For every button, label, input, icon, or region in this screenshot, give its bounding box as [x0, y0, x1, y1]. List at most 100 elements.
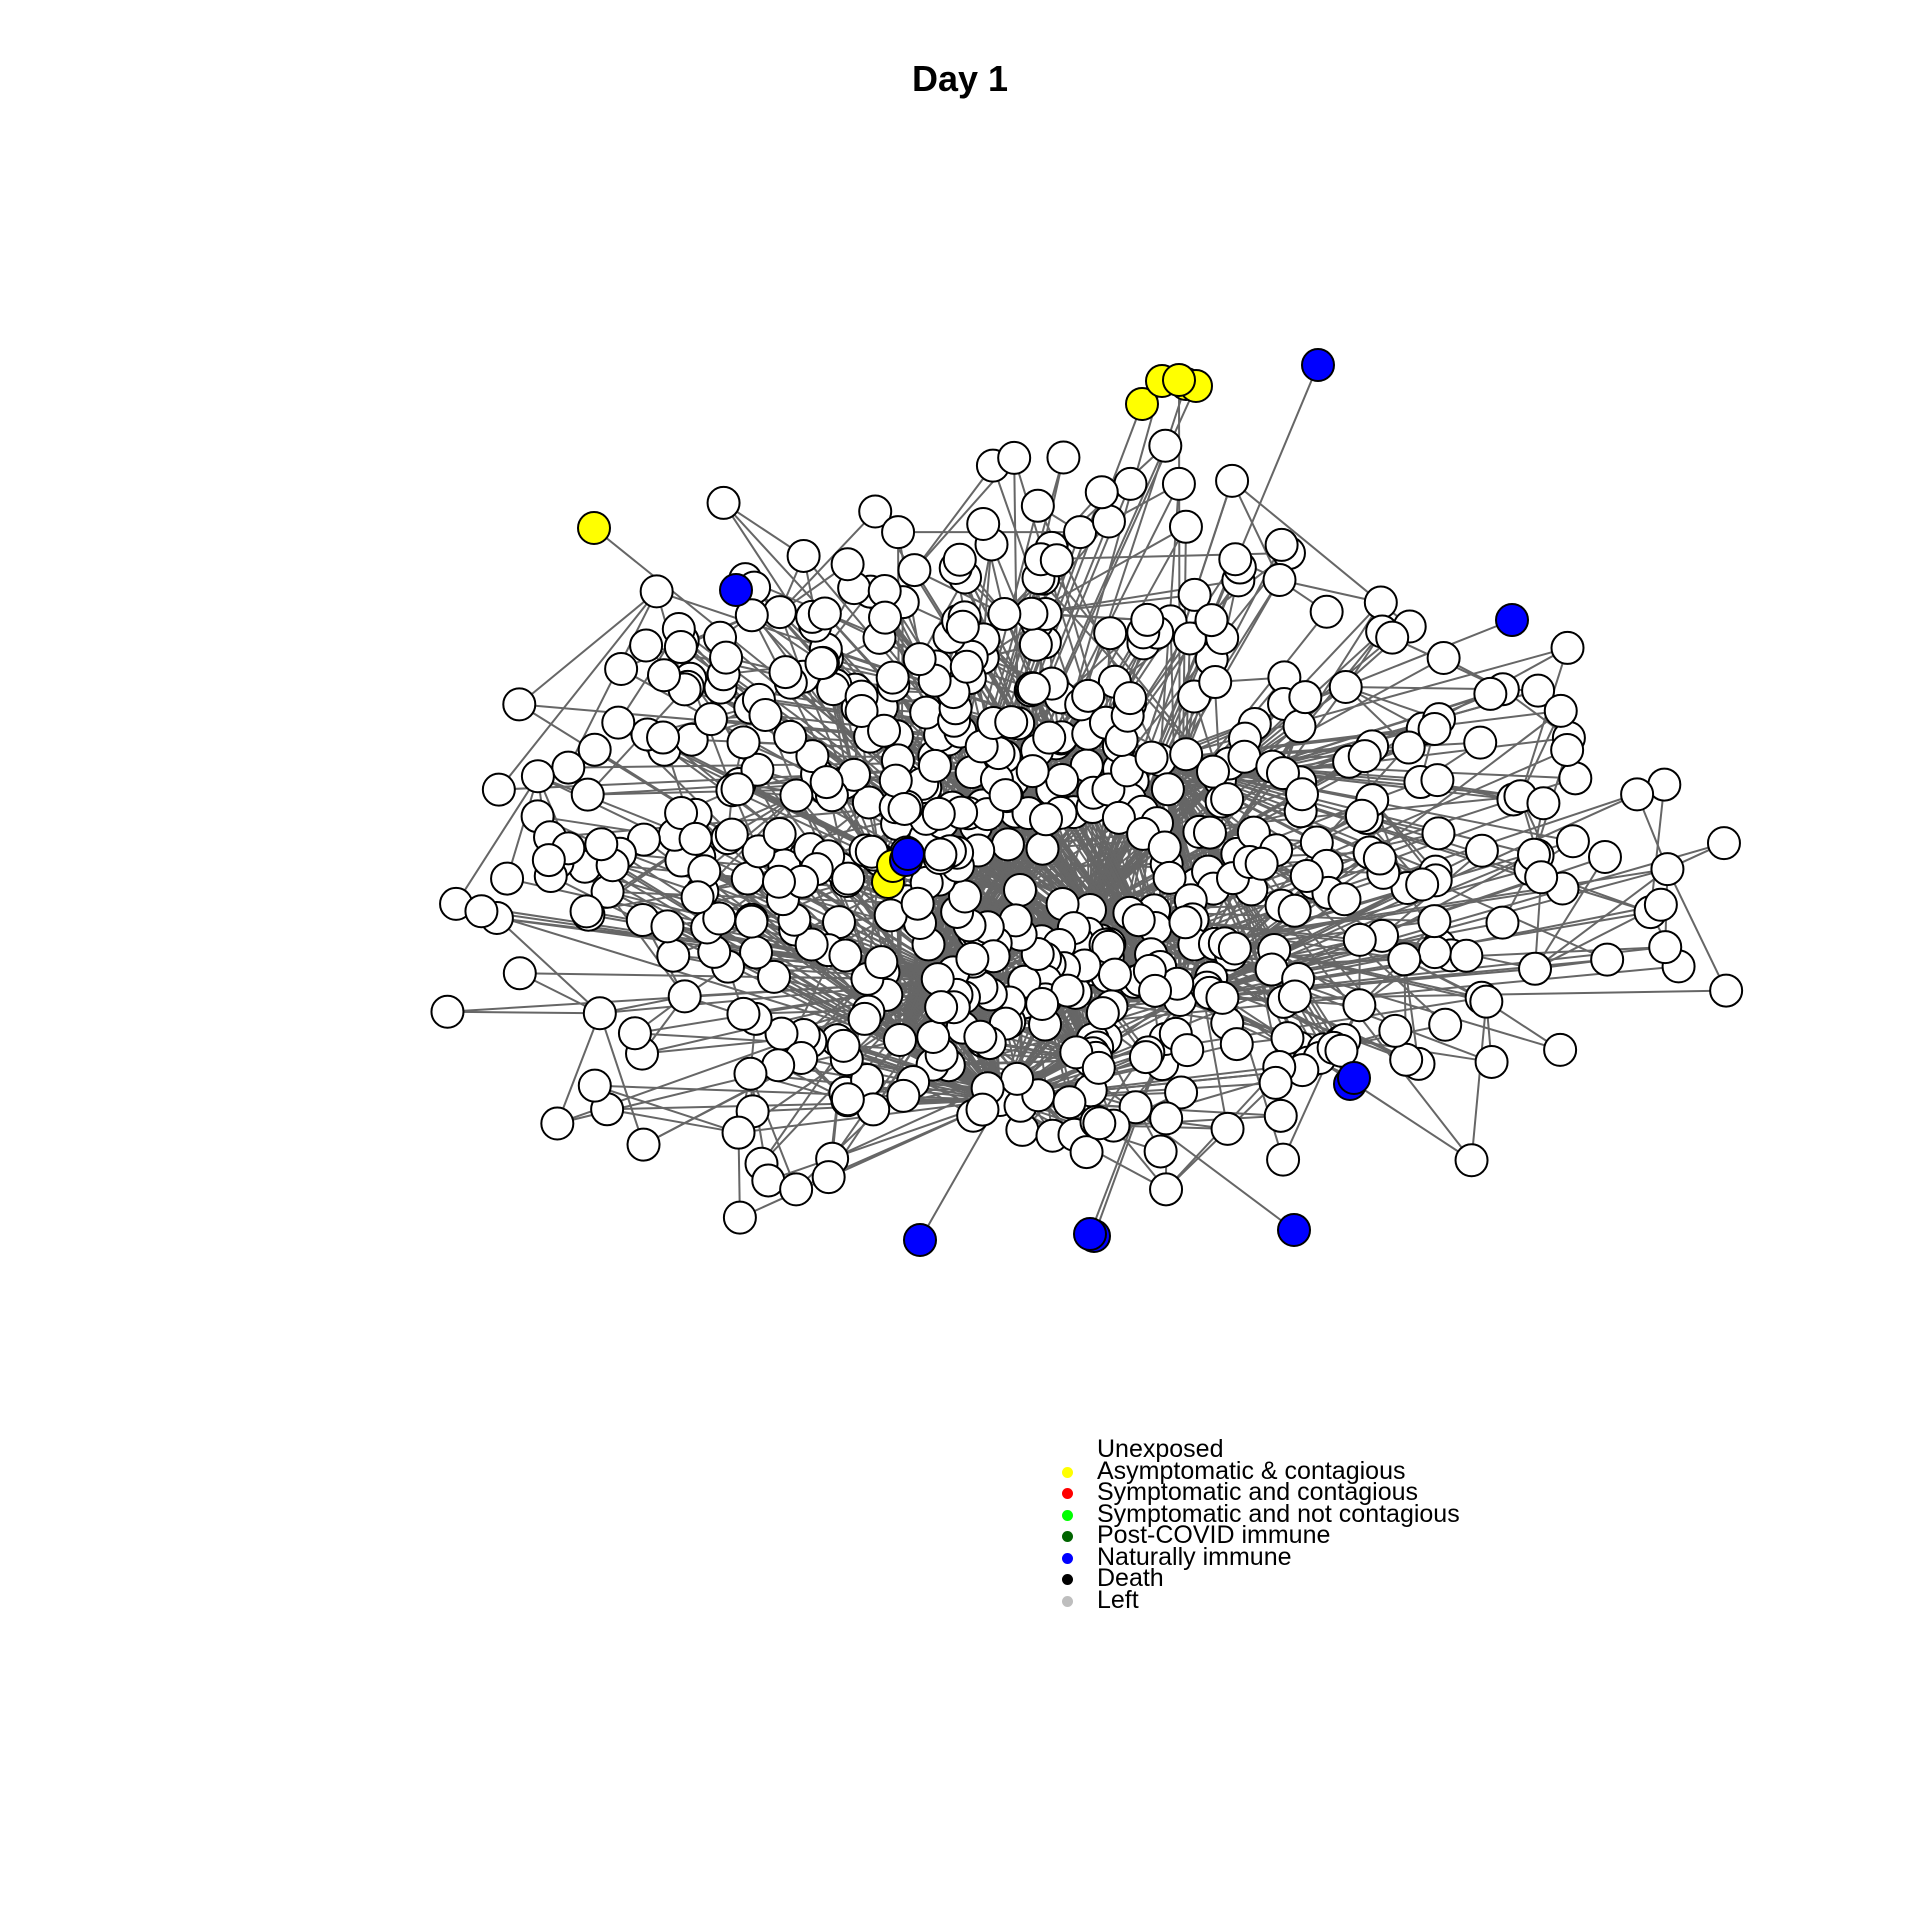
network-node [626, 1127, 661, 1162]
network-node [1015, 754, 1050, 789]
network-node [1464, 833, 1499, 868]
network-node [1277, 893, 1312, 928]
network-node [1309, 594, 1344, 629]
network-node [1387, 942, 1422, 977]
network-edge [1219, 779, 1281, 1068]
network-node [881, 515, 916, 550]
network-edge [1666, 868, 1728, 992]
network-node [1266, 1142, 1301, 1177]
network-node [569, 894, 604, 929]
network-node [963, 1019, 998, 1054]
network-node [1543, 1032, 1578, 1067]
network-node [1342, 988, 1377, 1023]
network-node [1375, 620, 1410, 655]
network-node [945, 609, 980, 644]
network-node [1277, 979, 1312, 1014]
network-node [868, 600, 903, 635]
network-node [990, 827, 1025, 862]
network-node [1000, 1061, 1035, 1096]
network-node [1084, 475, 1119, 510]
legend-dot-icon [1062, 1552, 1073, 1564]
network-node [577, 511, 611, 545]
network-node [1192, 815, 1227, 850]
network-node [1032, 720, 1067, 755]
network-edge [778, 1064, 1001, 1101]
network-node [1121, 903, 1156, 938]
network-node [1558, 761, 1593, 796]
network-edge [779, 510, 876, 613]
network-node [1025, 986, 1060, 1021]
network-node [1082, 1106, 1117, 1141]
legend-label: Symptomatic and contagious [1097, 1478, 1419, 1506]
network-edge [556, 1012, 601, 1124]
network-edge [913, 465, 994, 571]
network-node [1485, 905, 1520, 940]
network-node [1052, 1085, 1087, 1120]
network-node [1706, 826, 1741, 861]
network-node [949, 649, 984, 684]
network-node [779, 778, 814, 813]
legend-label: Symptomatic and not contagious [1097, 1499, 1460, 1528]
network-node [1469, 984, 1504, 1019]
network-node [601, 705, 636, 740]
network-node [1215, 463, 1250, 498]
network-node [502, 687, 537, 722]
network-node [1063, 515, 1098, 550]
network-node [1219, 1027, 1254, 1062]
network-edge [594, 1084, 1001, 1101]
network-node [1097, 957, 1132, 992]
network-node [757, 959, 792, 994]
network-edge [594, 1084, 739, 1134]
network-node [714, 817, 749, 852]
network-node [664, 795, 699, 830]
network-node [1550, 732, 1585, 767]
network-node [1258, 1065, 1293, 1100]
network-node [762, 817, 797, 852]
network-node [1648, 930, 1683, 965]
network-node [878, 763, 913, 798]
network-node [864, 945, 899, 980]
network-node [1071, 678, 1106, 713]
network-node [902, 642, 937, 677]
network-node [858, 494, 893, 529]
network-node [709, 640, 744, 675]
network-node [584, 827, 619, 862]
network-node [830, 1082, 865, 1117]
network-node [464, 894, 499, 929]
network-node [693, 702, 728, 737]
network-edge [455, 775, 539, 905]
network-node [920, 962, 955, 997]
network-node [1587, 840, 1622, 875]
network-node [1150, 772, 1185, 807]
network-node [1003, 873, 1037, 907]
network-edge [598, 1012, 645, 1145]
network-node [604, 652, 639, 687]
network-node [1265, 756, 1300, 791]
node-layer [430, 348, 1744, 1257]
network-node [1101, 800, 1136, 835]
network-edge [1279, 579, 1382, 604]
network-node [1495, 603, 1529, 637]
network-node [678, 821, 713, 856]
network-node [722, 1200, 757, 1235]
legend-dot-icon [1062, 1531, 1073, 1542]
network-edge [899, 385, 1197, 1041]
network-node [639, 574, 674, 609]
network-node [1362, 841, 1397, 876]
network-edge [1113, 1114, 1281, 1127]
network-node [1417, 712, 1452, 747]
network-node [1301, 348, 1335, 382]
network-node [1405, 867, 1440, 902]
network-node [1210, 1111, 1245, 1146]
network-node [1620, 777, 1655, 812]
network-node [987, 597, 1022, 632]
network-node [1134, 740, 1169, 775]
network-edge [606, 891, 686, 997]
network-node [1524, 860, 1559, 895]
network-node [719, 573, 753, 607]
network-node [807, 596, 842, 631]
network-node [897, 553, 932, 588]
network-node [1543, 693, 1578, 728]
network-node [570, 777, 605, 812]
